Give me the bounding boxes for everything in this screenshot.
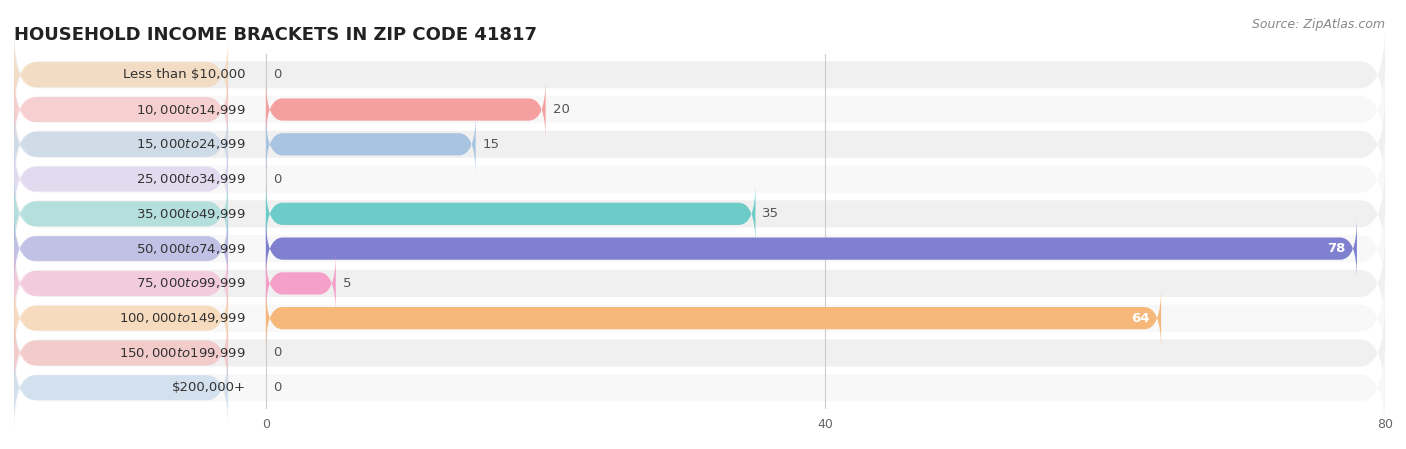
- FancyBboxPatch shape: [14, 95, 1385, 194]
- FancyBboxPatch shape: [14, 244, 228, 323]
- Text: 0: 0: [273, 347, 281, 360]
- FancyBboxPatch shape: [14, 339, 1385, 437]
- FancyBboxPatch shape: [14, 269, 1385, 367]
- FancyBboxPatch shape: [266, 287, 1161, 349]
- FancyBboxPatch shape: [14, 35, 228, 114]
- FancyBboxPatch shape: [266, 253, 336, 314]
- FancyBboxPatch shape: [14, 209, 228, 288]
- FancyBboxPatch shape: [14, 26, 1385, 124]
- FancyBboxPatch shape: [14, 200, 1385, 298]
- FancyBboxPatch shape: [14, 234, 1385, 332]
- Text: 64: 64: [1132, 312, 1150, 325]
- Text: $35,000 to $49,999: $35,000 to $49,999: [136, 207, 246, 221]
- FancyBboxPatch shape: [14, 278, 228, 358]
- FancyBboxPatch shape: [14, 70, 228, 149]
- FancyBboxPatch shape: [14, 304, 1385, 402]
- Text: $50,000 to $74,999: $50,000 to $74,999: [136, 242, 246, 255]
- FancyBboxPatch shape: [14, 140, 228, 219]
- Text: 15: 15: [482, 138, 499, 151]
- FancyBboxPatch shape: [266, 183, 755, 244]
- Text: $100,000 to $149,999: $100,000 to $149,999: [120, 311, 246, 325]
- FancyBboxPatch shape: [14, 130, 1385, 228]
- FancyBboxPatch shape: [14, 61, 1385, 158]
- Text: 0: 0: [273, 172, 281, 185]
- Text: $75,000 to $99,999: $75,000 to $99,999: [136, 277, 246, 291]
- FancyBboxPatch shape: [14, 165, 1385, 263]
- Text: Less than $10,000: Less than $10,000: [124, 68, 246, 81]
- Text: $10,000 to $14,999: $10,000 to $14,999: [136, 102, 246, 117]
- FancyBboxPatch shape: [14, 348, 228, 427]
- FancyBboxPatch shape: [14, 174, 228, 254]
- Text: $200,000+: $200,000+: [172, 381, 246, 394]
- FancyBboxPatch shape: [14, 105, 228, 184]
- FancyBboxPatch shape: [14, 313, 228, 392]
- Text: $15,000 to $24,999: $15,000 to $24,999: [136, 137, 246, 151]
- FancyBboxPatch shape: [266, 218, 1357, 279]
- Text: 78: 78: [1327, 242, 1346, 255]
- Text: 5: 5: [343, 277, 352, 290]
- Text: HOUSEHOLD INCOME BRACKETS IN ZIP CODE 41817: HOUSEHOLD INCOME BRACKETS IN ZIP CODE 41…: [14, 26, 537, 44]
- FancyBboxPatch shape: [266, 114, 475, 175]
- Text: Source: ZipAtlas.com: Source: ZipAtlas.com: [1251, 18, 1385, 31]
- Text: 0: 0: [273, 68, 281, 81]
- Text: $25,000 to $34,999: $25,000 to $34,999: [136, 172, 246, 186]
- Text: 20: 20: [553, 103, 569, 116]
- Text: 35: 35: [762, 207, 779, 220]
- FancyBboxPatch shape: [266, 79, 546, 140]
- Text: 0: 0: [273, 381, 281, 394]
- Text: $150,000 to $199,999: $150,000 to $199,999: [120, 346, 246, 360]
